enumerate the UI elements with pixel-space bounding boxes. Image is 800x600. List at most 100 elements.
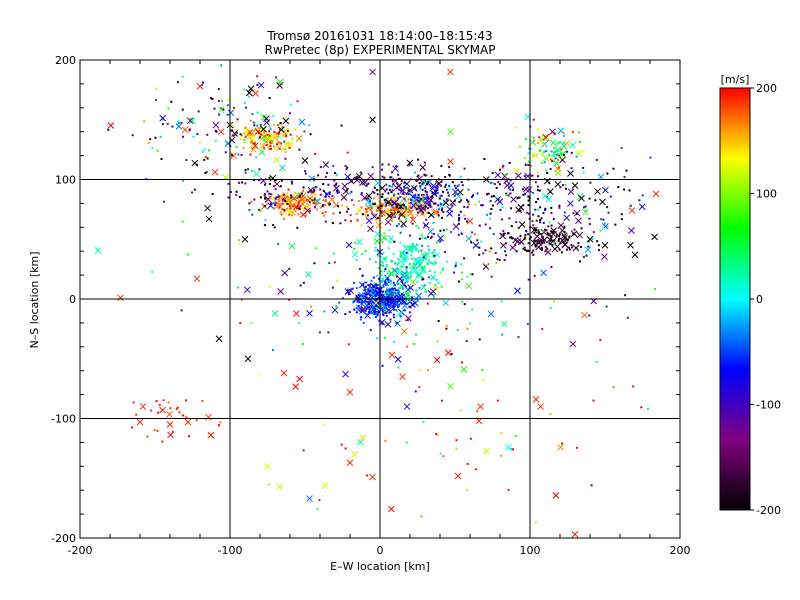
scatter-point: [239, 133, 242, 136]
scatter-point: [324, 195, 327, 198]
scatter-point: [263, 224, 266, 227]
scatter-point-cross: [549, 128, 556, 136]
scatter-point: [550, 158, 553, 161]
scatter-point: [359, 318, 362, 321]
scatter-point: [466, 327, 469, 330]
scatter-point: [288, 298, 291, 301]
scatter-point: [220, 64, 223, 67]
scatter-point-cross: [264, 462, 271, 470]
scatter-point: [157, 411, 160, 414]
scatter-point-cross: [567, 188, 575, 196]
scatter-point: [540, 238, 543, 241]
scatter-point: [368, 306, 371, 309]
scatter-point: [180, 121, 183, 124]
scatter-point: [478, 200, 481, 203]
scatter-point: [614, 223, 617, 226]
scatter-point: [305, 199, 308, 202]
scatter-point: [397, 192, 400, 195]
scatter-point: [304, 172, 307, 175]
scatter-point: [388, 311, 391, 314]
scatter-point: [509, 188, 512, 191]
scatter-point: [391, 185, 394, 188]
scatter-point: [249, 119, 252, 122]
scatter-point: [435, 261, 438, 264]
scatter-point-cross: [514, 238, 522, 245]
scatter-point: [308, 124, 311, 127]
scatter-point: [406, 207, 409, 210]
scatter-point: [628, 189, 631, 192]
scatter-point: [459, 210, 462, 213]
scatter-point: [264, 219, 267, 222]
scatter-point-cross: [357, 439, 364, 446]
scatter-point: [336, 191, 339, 194]
scatter-point: [403, 193, 406, 196]
scatter-point: [478, 246, 481, 249]
scatter-point: [275, 143, 278, 146]
scatter-point: [597, 244, 600, 247]
scatter-point: [385, 204, 388, 207]
scatter-point: [556, 142, 559, 145]
scatter-point: [345, 210, 348, 213]
scatter-point: [532, 224, 535, 227]
scatter-point: [259, 128, 262, 131]
scatter-point: [416, 281, 419, 284]
scatter-point: [259, 130, 262, 133]
scatter-point: [539, 150, 542, 153]
scatter-point: [440, 239, 443, 242]
scatter-point: [400, 204, 403, 207]
scatter-point: [380, 204, 383, 207]
scatter-point-cross: [575, 217, 582, 225]
scatter-point: [595, 158, 598, 161]
scatter-point: [161, 123, 164, 126]
scatter-point: [379, 213, 382, 216]
scatter-point: [323, 214, 326, 217]
scatter-point-cross: [557, 443, 564, 451]
scatter-point: [540, 162, 543, 165]
scatter-point-cross: [298, 118, 306, 126]
scatter-point-cross: [401, 327, 408, 335]
scatter-point: [272, 145, 275, 148]
scatter-point: [510, 448, 513, 451]
scatter-point: [582, 171, 585, 174]
scatter-point: [458, 201, 461, 204]
scatter-point: [395, 224, 398, 227]
scatter-point-cross: [422, 221, 430, 229]
scatter-point: [375, 287, 378, 290]
scatter-point: [534, 521, 537, 524]
scatter-point: [566, 248, 569, 251]
scatter-point: [592, 399, 595, 402]
scatter-point: [381, 168, 384, 171]
scatter-point: [239, 138, 242, 141]
scatter-point: [557, 238, 560, 241]
scatter-point: [424, 190, 427, 193]
scatter-point: [399, 315, 402, 318]
scatter-point: [417, 250, 420, 253]
scatter-point: [404, 214, 407, 217]
scatter-point-cross: [533, 232, 541, 240]
scatter-point: [375, 275, 378, 278]
scatter-point: [533, 227, 536, 230]
scatter-point: [375, 284, 378, 287]
scatter-point: [192, 135, 195, 138]
scatter-point: [515, 221, 518, 224]
scatter-point: [379, 195, 382, 198]
scatter-point: [372, 276, 375, 279]
scatter-point: [575, 155, 578, 158]
scatter-point: [297, 192, 300, 195]
scatter-point: [617, 186, 620, 189]
scatter-point: [482, 378, 485, 381]
scatter-point: [556, 158, 559, 161]
scatter-point: [422, 194, 425, 197]
scatter-point-cross: [159, 406, 166, 414]
scatter-point: [396, 257, 399, 260]
scatter-point: [273, 131, 276, 134]
scatter-point: [544, 207, 547, 210]
scatter-point: [252, 135, 255, 138]
scatter-point-cross: [271, 309, 279, 317]
scatter-point: [376, 189, 379, 192]
scatter-point-cross: [278, 126, 285, 134]
scatter-point: [289, 133, 292, 136]
scatter-point: [545, 150, 548, 153]
scatter-point: [244, 169, 247, 172]
scatter-point: [384, 309, 387, 312]
